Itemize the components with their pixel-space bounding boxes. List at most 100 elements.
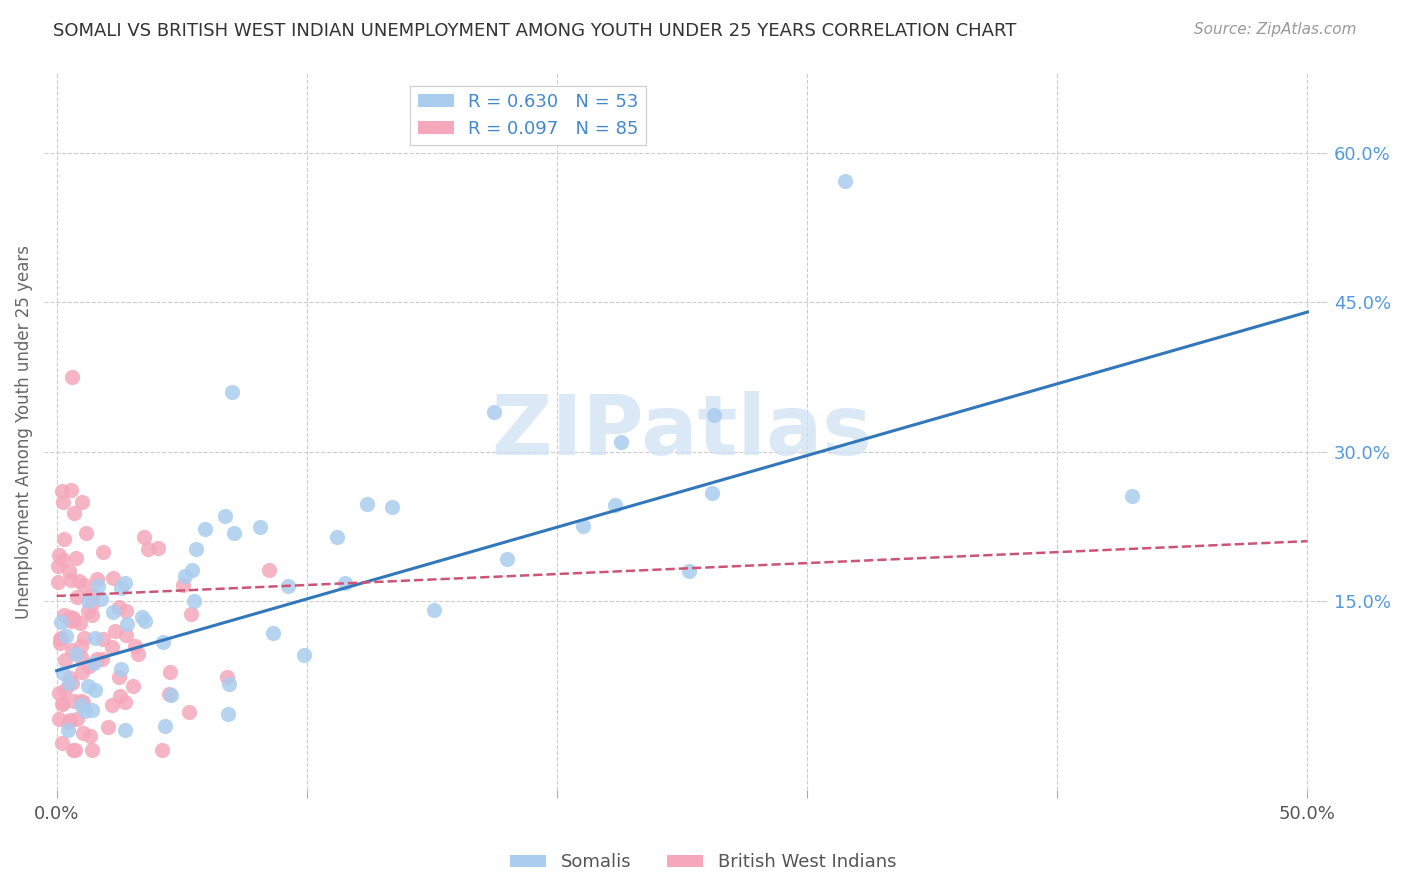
Point [122, 679, 145, 693]
Point [157, 687, 180, 701]
Point [60, 574, 83, 588]
Point [60, 642, 83, 657]
Point [356, 497, 378, 511]
Point [59, 610, 82, 624]
Point [114, 575, 136, 590]
Point [63, 613, 86, 627]
Point [70, 495, 93, 509]
Legend: R = 0.630   N = 53, R = 0.097   N = 85: R = 0.630 N = 53, R = 0.097 N = 85 [411, 86, 645, 145]
Point [700, 486, 723, 500]
Point [70, 698, 93, 712]
Point [101, 640, 124, 654]
Point [134, 530, 156, 544]
Text: ZIPatlas: ZIPatlas [492, 391, 873, 472]
Point [60, 483, 83, 497]
Point [172, 577, 194, 591]
Point [124, 639, 146, 653]
Point [186, 542, 208, 557]
Point [56, 714, 79, 729]
Point [87, 579, 110, 593]
Point [51, 484, 73, 499]
Text: Source: ZipAtlas.com: Source: ZipAtlas.com [1194, 22, 1357, 37]
Point [423, 602, 446, 616]
Point [83, 657, 105, 671]
Point [224, 526, 246, 541]
Point [834, 173, 856, 187]
Point [46, 574, 69, 589]
Point [91, 545, 114, 559]
Point [86, 651, 108, 665]
Point [150, 743, 173, 757]
Point [82, 608, 104, 623]
Point [73, 578, 96, 592]
Point [80, 703, 103, 717]
Point [72, 725, 94, 739]
Point [48, 636, 70, 650]
Point [80, 588, 103, 602]
Point [58, 676, 80, 690]
Point [65, 647, 87, 661]
Point [131, 610, 153, 624]
Point [70, 639, 93, 653]
Point [183, 594, 205, 608]
Point [610, 434, 633, 449]
Point [48, 712, 70, 726]
Point [66, 591, 89, 605]
Point [48, 632, 70, 646]
Point [259, 563, 281, 577]
Point [51, 697, 73, 711]
Point [52, 665, 75, 680]
Point [55, 629, 77, 643]
Y-axis label: Unemployment Among Youth under 25 years: Unemployment Among Youth under 25 years [15, 244, 32, 618]
Point [52, 533, 75, 547]
Point [155, 719, 177, 733]
Point [79, 729, 101, 743]
Point [52, 696, 75, 710]
Point [77, 659, 100, 673]
Point [115, 627, 138, 641]
Legend: Somalis, British West Indians: Somalis, British West Indians [502, 847, 904, 879]
Point [173, 568, 195, 582]
Point [114, 723, 136, 738]
Point [214, 508, 236, 523]
Point [262, 626, 284, 640]
Point [101, 571, 124, 585]
Point [72, 665, 94, 679]
Point [46, 558, 69, 573]
Point [86, 572, 108, 586]
Point [83, 683, 105, 698]
Point [572, 519, 595, 533]
Point [194, 522, 217, 536]
Point [97, 720, 120, 734]
Point [62, 743, 84, 757]
Point [77, 594, 100, 608]
Point [49, 631, 72, 645]
Point [48, 548, 70, 562]
Point [62, 611, 84, 625]
Point [49, 615, 72, 629]
Point [678, 564, 700, 578]
Point [59, 671, 82, 685]
Point [65, 551, 87, 566]
Text: SOMALI VS BRITISH WEST INDIAN UNEMPLOYMENT AMONG YOUTH UNDER 25 YEARS CORRELATIO: SOMALI VS BRITISH WEST INDIAN UNEMPLOYME… [53, 22, 1017, 40]
Point [72, 695, 94, 709]
Point [63, 506, 86, 520]
Point [114, 695, 136, 709]
Point [277, 579, 299, 593]
Point [63, 743, 86, 757]
Point [53, 653, 76, 667]
Point [381, 500, 404, 514]
Point [53, 608, 76, 623]
Point [82, 743, 104, 757]
Point [335, 575, 357, 590]
Point [603, 498, 626, 512]
Point [73, 704, 96, 718]
Point [108, 689, 131, 703]
Point [101, 605, 124, 619]
Point [100, 698, 122, 713]
Point [66, 712, 89, 726]
Point [84, 632, 107, 646]
Point [181, 563, 204, 577]
Point [180, 607, 202, 621]
Point [69, 616, 91, 631]
